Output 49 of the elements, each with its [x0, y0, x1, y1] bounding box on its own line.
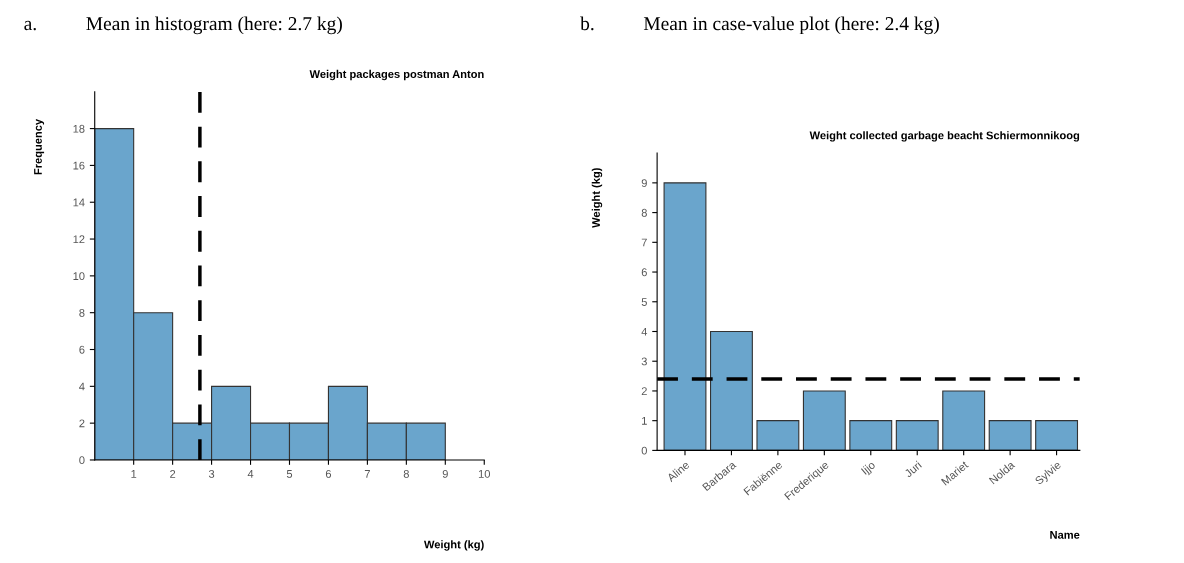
bar: [1035, 420, 1079, 451]
bar: [988, 420, 1032, 451]
chart-title: b. Mean in case-value plot (here: 2.4 kg): [580, 16, 939, 35]
bar: [802, 390, 846, 451]
bar: [663, 182, 707, 451]
chart-subtitle: Weight collected garbage beacht Schiermonnikoog: [809, 131, 1080, 142]
y-tick-label: 0: [641, 446, 647, 455]
x-tick-label: 3: [208, 469, 215, 478]
y-tick-label: 5: [641, 298, 647, 306]
y-tick-label: 3: [641, 357, 647, 366]
y-tick-label: 18: [73, 124, 85, 133]
x-axis-title: Weight (kg): [423, 540, 484, 551]
x-tick-label: 9: [442, 469, 448, 478]
x-tick-label: 7: [364, 470, 370, 478]
bar: [942, 390, 986, 451]
y-tick-label: 6: [79, 345, 85, 354]
bar: [756, 420, 800, 451]
bar: [709, 330, 753, 451]
y-tick-label: 16: [73, 161, 85, 170]
y-tick-label: 1: [642, 417, 647, 425]
y-tick-label: 14: [73, 198, 85, 207]
x-tick-label: 1: [131, 470, 137, 478]
bar: [895, 420, 939, 451]
y-tick-label: 7: [641, 238, 647, 247]
x-tick-label: 4: [247, 470, 254, 478]
x-tick-label: 8: [403, 469, 409, 478]
chart-subtitle: Weight packages postman Anton: [309, 69, 484, 81]
y-tick-label: 9: [641, 179, 647, 187]
x-tick-label: Juri: [903, 460, 922, 478]
y-axis-title: Frequency: [34, 118, 45, 175]
x-tick-label: 5: [286, 470, 293, 478]
bar: [849, 420, 893, 451]
y-tick-label: 2: [79, 419, 85, 428]
y-tick-label: 0: [79, 456, 85, 465]
y-tick-label: 2: [641, 387, 647, 395]
y-tick-label: 8: [79, 308, 85, 317]
x-tick-label: Ijjo: [860, 460, 878, 477]
y-axis-title: Weight (kg): [591, 168, 603, 228]
x-tick-label: 2: [170, 469, 176, 478]
y-tick-label: 4: [641, 327, 648, 336]
chart-title: a. Mean in histogram (here: 2.7 kg): [24, 16, 342, 35]
y-tick-label: 12: [73, 235, 85, 244]
y-tick-label: 4: [79, 382, 85, 391]
x-axis-title: Name: [1050, 531, 1080, 539]
x-tick-label: 6: [325, 469, 332, 478]
y-tick-label: 10: [73, 272, 85, 281]
y-tick-label: 8: [641, 208, 647, 217]
y-tick-label: 6: [641, 268, 647, 277]
x-tick-label: 10: [478, 469, 490, 478]
